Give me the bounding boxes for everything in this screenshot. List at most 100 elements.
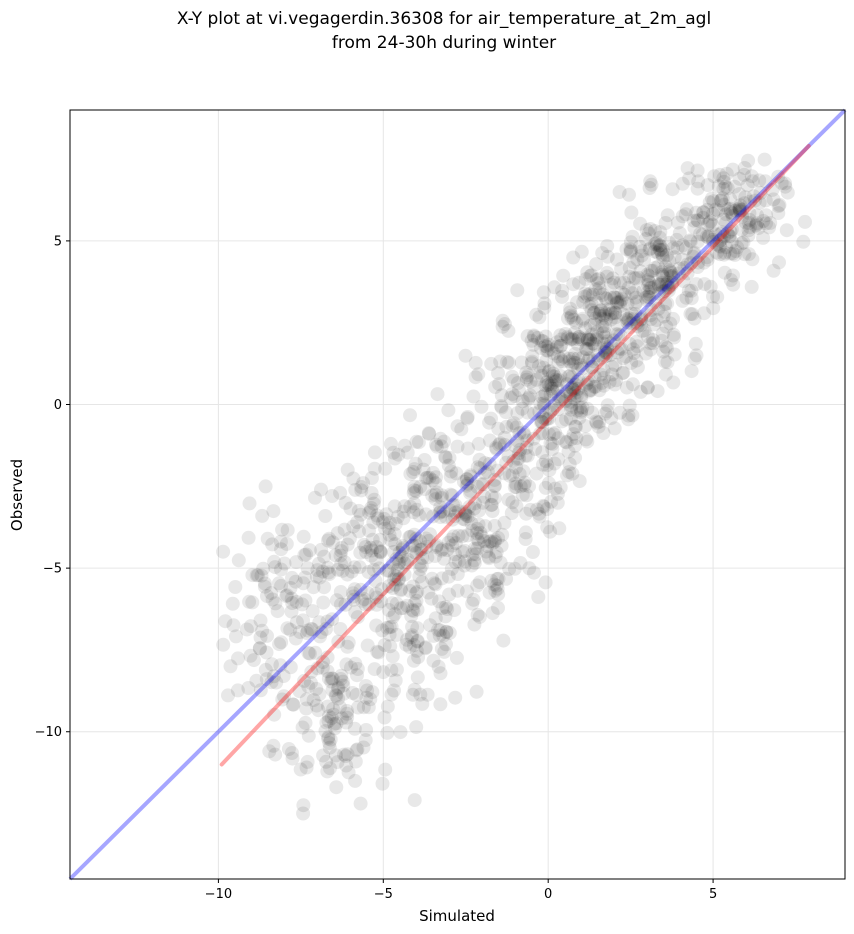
scatter-point-181 [285, 751, 300, 766]
scatter-point-824 [512, 451, 527, 466]
scatter-point-1518 [715, 191, 730, 206]
scatter-point-748 [542, 463, 557, 478]
scatter-point-923 [572, 474, 587, 489]
scatter-point-685 [512, 426, 527, 441]
scatter-point-65 [280, 523, 295, 538]
scatter-point-1123 [608, 305, 623, 320]
scatter-point-48 [298, 715, 313, 730]
scatter-point-1311 [639, 223, 654, 238]
scatter-point-1159 [570, 295, 585, 310]
scatter-point-32 [251, 568, 265, 583]
scatter-point-1528 [758, 174, 773, 189]
scatter-point-1324 [623, 235, 638, 250]
scatter-point-1101 [592, 308, 607, 323]
scatter-point-546 [403, 529, 418, 544]
scatter-point-848 [574, 405, 589, 420]
scatter-point-541 [438, 450, 453, 465]
scatter-point-941 [589, 332, 604, 347]
scatter-point-1083 [597, 336, 611, 351]
scatter-point-1429 [743, 194, 758, 209]
scatter-point-1342 [671, 266, 686, 281]
scatter-point-157 [336, 678, 351, 693]
scatter-point-1466 [700, 202, 715, 217]
scatter-point-645 [485, 504, 500, 519]
scatter-point-927 [579, 342, 594, 357]
scatter-point-1310 [657, 283, 672, 298]
scatter-point-657 [457, 554, 472, 569]
scatter-point-1154 [599, 340, 614, 355]
scatter-point-81 [274, 578, 289, 593]
scatter-point-1006 [537, 300, 552, 315]
scatter-point-794 [499, 455, 514, 470]
scatter-point-1178 [628, 284, 643, 299]
scatter-point-694 [515, 487, 530, 502]
scatter-point-86 [305, 604, 320, 619]
scatter-point-1211 [577, 289, 592, 304]
scatter-point-1395 [758, 193, 773, 208]
scatter-point-318 [337, 522, 352, 537]
scatter-point-1116 [582, 384, 597, 399]
scatter-point-706 [579, 432, 593, 447]
scatter-point-647 [470, 532, 485, 547]
scatter-point-783 [528, 442, 543, 456]
scatter-point-1372 [702, 215, 717, 230]
scatter-point-439 [392, 545, 407, 560]
scatter-point-1084 [582, 351, 597, 366]
scatter-point-340 [373, 544, 388, 558]
scatter-point-213 [325, 671, 340, 686]
scatter-point-1412 [732, 201, 747, 216]
scatter-point-618 [442, 503, 457, 518]
scatter-point-1117 [586, 336, 601, 351]
scatter-point-873 [609, 373, 623, 388]
scatter-point-1100 [580, 401, 595, 416]
scatter-point-935 [563, 394, 578, 409]
scatter-point-942 [551, 431, 566, 446]
scatter-point-680 [545, 436, 560, 451]
scatter-point-1344 [643, 281, 658, 295]
scatter-point-520 [455, 545, 470, 560]
scatter-point-604 [496, 633, 511, 648]
scatter-point-884 [545, 402, 560, 417]
scatter-point-1120 [593, 303, 608, 318]
scatter-point-830 [596, 378, 611, 393]
scatter-point-421 [389, 627, 404, 642]
scatter-point-1449 [691, 213, 706, 228]
scatter-point-330 [350, 515, 365, 530]
scatter-point-114 [280, 621, 295, 636]
scatter-point-209 [380, 725, 395, 740]
scatter-point-633 [487, 577, 502, 592]
scatter-point-403 [425, 571, 440, 586]
scatter-point-1198 [647, 317, 662, 332]
scatter-point-525 [448, 554, 463, 569]
scatter-point-874 [538, 329, 553, 344]
scatter-point-758 [510, 376, 525, 390]
scatter-point-1064 [566, 277, 581, 292]
scatter-point-648 [433, 623, 448, 638]
scatter-point-1346 [652, 230, 667, 245]
scatter-point-1192 [578, 321, 593, 336]
scatter-point-1106 [615, 366, 630, 381]
scatter-point-41 [272, 637, 287, 652]
scatter-point-1477 [779, 223, 794, 238]
scatter-point-518 [427, 576, 442, 591]
scatter-point-104 [309, 569, 324, 584]
scatter-point-376 [405, 619, 420, 634]
scatter-point-107 [257, 579, 272, 594]
scatter-point-934 [575, 350, 590, 365]
scatter-point-343 [380, 563, 394, 578]
scatter-point-700 [477, 456, 492, 471]
scatter-point-1104 [595, 246, 610, 261]
scatter-point-1086 [684, 364, 699, 379]
scatter-point-655 [438, 609, 453, 624]
scatter-point-1079 [593, 286, 608, 300]
scatter-point-1080 [622, 398, 637, 413]
scatter-point-165 [326, 701, 341, 716]
scatter-point-1016 [608, 357, 623, 372]
scatter-point-1312 [686, 249, 701, 264]
scatter-point-1413 [693, 226, 708, 241]
scatter-point-61 [302, 543, 317, 558]
scatter-point-798 [530, 502, 544, 517]
scatter-point-35 [246, 653, 261, 668]
scatter-point-1491 [746, 189, 761, 204]
scatter-point-1359 [651, 259, 665, 274]
